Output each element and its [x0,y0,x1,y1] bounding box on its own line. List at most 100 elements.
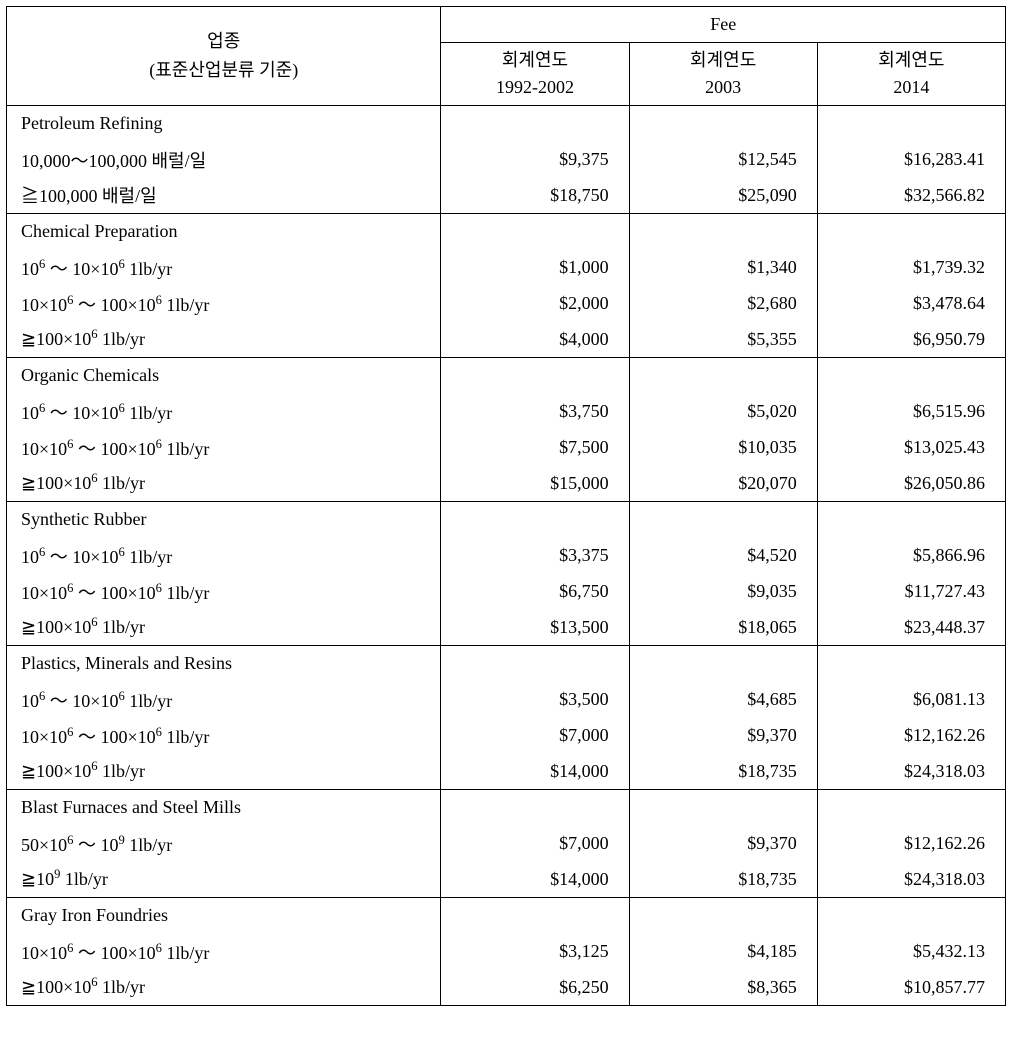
cell-empty [629,646,817,682]
table-row: 106 ～ 10×106 1lb/yr$3,375$4,520$5,866.96 [7,538,1006,574]
category-label: Blast Furnaces and Steel Mills [7,790,441,826]
table-row: 10,000～100,000 배럴/일$9,375$12,545$16,283.… [7,142,1006,178]
period-2: 2003 [705,77,741,97]
table-row: Gray Iron Foundries [7,898,1006,934]
cell-empty [629,790,817,826]
row-label: ≧100×106 1lb/yr [7,466,441,502]
header-industry-line2: (표준산업분류 기준) [149,60,298,80]
cell-value: $9,370 [629,718,817,754]
cell-value: $4,000 [441,322,629,358]
period-3: 2014 [893,77,929,97]
row-label: ≧100×106 1lb/yr [7,610,441,646]
cell-value: $26,050.86 [817,466,1005,502]
row-label: ≧109 1lb/yr [7,862,441,898]
cell-empty [441,646,629,682]
table-row: Petroleum Refining [7,106,1006,142]
table-row: 106 ～ 10×106 1lb/yr$1,000$1,340$1,739.32 [7,250,1006,286]
category-label: Petroleum Refining [7,106,441,142]
cell-value: $3,500 [441,682,629,718]
cell-value: $12,545 [629,142,817,178]
cell-value: $6,950.79 [817,322,1005,358]
cell-value: $9,370 [629,826,817,862]
cell-value: $10,035 [629,430,817,466]
header-industry: 업종 (표준산업분류 기준) [7,7,441,106]
table-row: Chemical Preparation [7,214,1006,250]
cell-value: $14,000 [441,862,629,898]
row-label: 10×106 ～ 100×106 1lb/yr [7,934,441,970]
table-row: Blast Furnaces and Steel Mills [7,790,1006,826]
cell-value: $4,520 [629,538,817,574]
cell-value: $32,566.82 [817,178,1005,214]
category-label: Plastics, Minerals and Resins [7,646,441,682]
header-period-2: 회계연도 2003 [629,43,817,106]
cell-value: $18,735 [629,754,817,790]
cell-empty [441,790,629,826]
cell-empty [629,502,817,538]
cell-value: $8,365 [629,970,817,1006]
cell-value: $3,478.64 [817,286,1005,322]
row-label: 10×106 ～ 100×106 1lb/yr [7,286,441,322]
row-label: 106 ～ 10×106 1lb/yr [7,538,441,574]
fy-label-1: 회계연도 [502,50,568,70]
table-row: ≧109 1lb/yr$14,000$18,735$24,318.03 [7,862,1006,898]
fy-label-2: 회계연도 [690,50,756,70]
cell-value: $10,857.77 [817,970,1005,1006]
cell-value: $12,162.26 [817,826,1005,862]
row-label: 50×106 ～ 109 1lb/yr [7,826,441,862]
cell-value: $7,000 [441,718,629,754]
row-label: 10,000～100,000 배럴/일 [7,142,441,178]
cell-value: $3,125 [441,934,629,970]
table-row: ≧100,000 배럴/일$18,750$25,090$32,566.82 [7,178,1006,214]
cell-empty [629,106,817,142]
table-row: 50×106 ～ 109 1lb/yr$7,000$9,370$12,162.2… [7,826,1006,862]
cell-value: $16,283.41 [817,142,1005,178]
table-row: 10×106 ～ 100×106 1lb/yr$7,500$10,035$13,… [7,430,1006,466]
cell-value: $4,685 [629,682,817,718]
fee-table: 업종 (표준산업분류 기준) Fee 회계연도 1992-2002 회계연도 2… [6,6,1006,1006]
cell-value: $14,000 [441,754,629,790]
category-label: Organic Chemicals [7,358,441,394]
cell-value: $5,020 [629,394,817,430]
cell-value: $3,750 [441,394,629,430]
table-row: 10×106 ～ 100×106 1lb/yr$2,000$2,680$3,47… [7,286,1006,322]
period-1: 1992-2002 [496,77,574,97]
header-period-1: 회계연도 1992-2002 [441,43,629,106]
cell-value: $7,000 [441,826,629,862]
cell-value: $7,500 [441,430,629,466]
cell-value: $12,162.26 [817,718,1005,754]
category-label: Synthetic Rubber [7,502,441,538]
fy-label-3: 회계연도 [878,50,944,70]
row-label: ≧100×106 1lb/yr [7,322,441,358]
cell-empty [817,358,1005,394]
table-row: ≧100×106 1lb/yr$13,500$18,065$23,448.37 [7,610,1006,646]
row-label: 106 ～ 10×106 1lb/yr [7,394,441,430]
category-label: Gray Iron Foundries [7,898,441,934]
cell-value: $2,000 [441,286,629,322]
row-label: 10×106 ～ 100×106 1lb/yr [7,430,441,466]
cell-value: $13,500 [441,610,629,646]
table-row: 106 ～ 10×106 1lb/yr$3,500$4,685$6,081.13 [7,682,1006,718]
cell-value: $6,515.96 [817,394,1005,430]
header-industry-line1: 업종 [207,31,240,51]
row-label: 10×106 ～ 100×106 1lb/yr [7,718,441,754]
cell-value: $3,375 [441,538,629,574]
row-label: ≧100×106 1lb/yr [7,754,441,790]
table-row: ≧100×106 1lb/yr$14,000$18,735$24,318.03 [7,754,1006,790]
table-row: Organic Chemicals [7,358,1006,394]
cell-empty [817,214,1005,250]
cell-empty [817,646,1005,682]
header-fee: Fee [441,7,1006,43]
cell-value: $23,448.37 [817,610,1005,646]
cell-value: $5,355 [629,322,817,358]
cell-value: $1,739.32 [817,250,1005,286]
cell-value: $18,065 [629,610,817,646]
row-label: 106 ～ 10×106 1lb/yr [7,250,441,286]
table-body: Petroleum Refining10,000～100,000 배럴/일$9,… [7,106,1006,1006]
table-row: ≧100×106 1lb/yr$4,000$5,355$6,950.79 [7,322,1006,358]
cell-value: $24,318.03 [817,862,1005,898]
cell-value: $5,866.96 [817,538,1005,574]
table-row: 106 ～ 10×106 1lb/yr$3,750$5,020$6,515.96 [7,394,1006,430]
cell-empty [629,898,817,934]
cell-value: $25,090 [629,178,817,214]
cell-value: $6,750 [441,574,629,610]
